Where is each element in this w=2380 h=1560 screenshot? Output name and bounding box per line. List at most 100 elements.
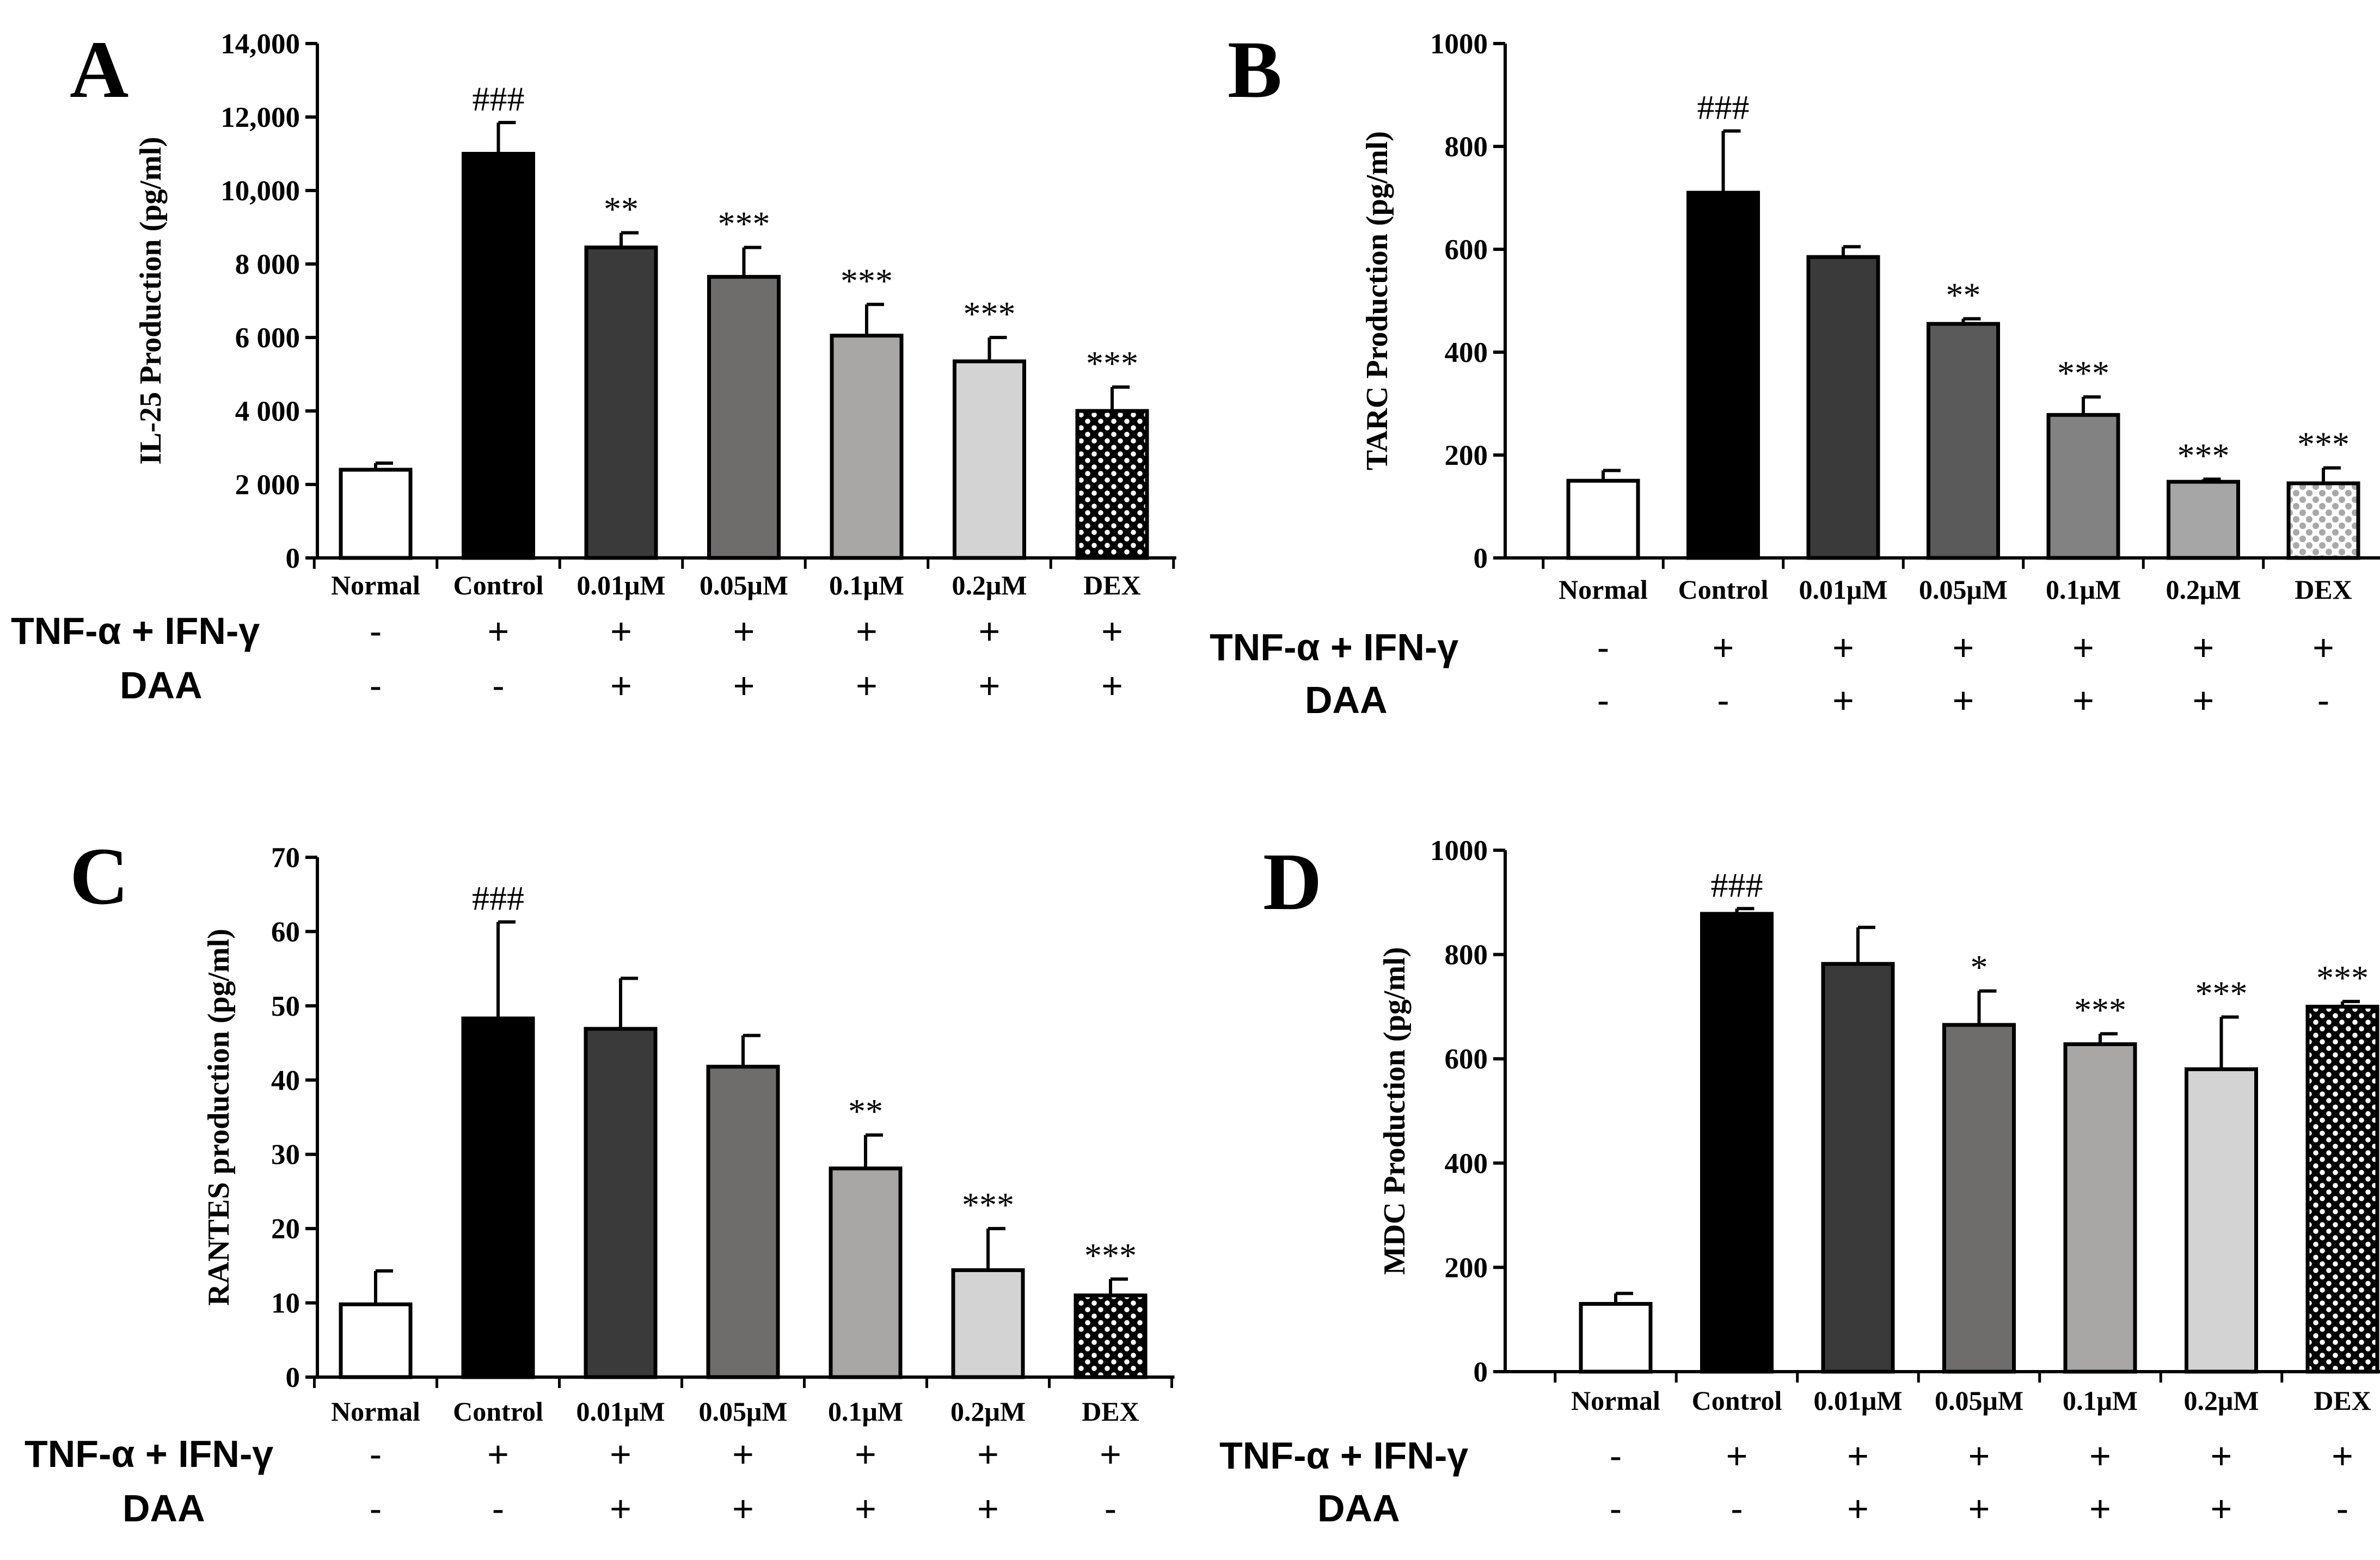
daa-sign: +	[1832, 680, 1854, 721]
category-label: 0.01μM	[576, 1396, 665, 1427]
y-tick-label: 8 000	[235, 249, 300, 280]
daa-sign: -	[492, 665, 505, 707]
category-label: Control	[453, 570, 544, 600]
daa-sign: -	[1717, 680, 1729, 721]
y-tick-label: 30	[271, 1139, 300, 1171]
tnf-ifn-sign: -	[1610, 1435, 1622, 1477]
bar-0-2-m	[2185, 1067, 2258, 1374]
treatment-label-tnf-ifn: TNF-α + IFN-γ	[24, 1433, 273, 1475]
bar-normal	[339, 468, 413, 560]
category-label: 0.1μM	[828, 1396, 903, 1427]
daa-sign: +	[610, 665, 632, 707]
tnf-ifn-sign: +	[855, 1434, 876, 1475]
significance-marker: ***	[1084, 1236, 1137, 1275]
daa-sign: -	[2336, 1488, 2349, 1530]
significance-marker: **	[1946, 276, 1981, 315]
chart-panel-c: C 0 10 20 30 40 50 60 70 RANTES production (pg/ml…	[24, 831, 1175, 1530]
bar-normal	[1566, 478, 1640, 560]
y-tick-label: 10,000	[220, 175, 300, 207]
daa-sign: +	[2211, 1488, 2232, 1530]
bar-0-1-m	[2046, 413, 2120, 560]
y-tick-label: 800	[1445, 939, 1488, 971]
daa-sign: +	[2089, 1488, 2111, 1530]
category-label: 0.2μM	[2166, 574, 2241, 605]
significance-marker: ***	[2195, 974, 2248, 1013]
significance-marker: **	[848, 1092, 883, 1131]
y-tick-label: 1000	[1430, 835, 1488, 867]
tnf-ifn-sign: +	[856, 611, 878, 652]
tnf-ifn-sign: -	[370, 611, 382, 652]
daa-sign: -	[1731, 1488, 1743, 1530]
significance-marker: **	[604, 190, 639, 229]
y-tick-label: 600	[1445, 234, 1488, 266]
treatment-label-daa: DAA	[120, 664, 203, 707]
bar-normal	[1579, 1301, 1653, 1374]
tnf-ifn-sign: +	[1100, 1434, 1121, 1475]
significance-marker: ***	[2297, 425, 2350, 464]
y-tick-label: 0	[286, 543, 300, 574]
category-label: 0.05μM	[1935, 1385, 2023, 1416]
daa-sign: -	[492, 1488, 505, 1530]
bar-control	[1700, 912, 1774, 1374]
daa-sign: +	[1968, 1488, 1990, 1530]
significance-marker: ###	[472, 879, 524, 918]
y-tick-label: 400	[1445, 1148, 1488, 1180]
y-tick-label: 70	[271, 842, 300, 874]
bar-0-05-m	[1927, 322, 2000, 560]
bar-0-2-m	[951, 1268, 1025, 1379]
significance-marker: ***	[2316, 959, 2369, 997]
category-label: 0.2μM	[2183, 1385, 2259, 1416]
significance-marker: ###	[1711, 865, 1763, 904]
bar-normal	[339, 1302, 413, 1379]
bar-0-01-m	[1821, 962, 1895, 1374]
category-label: 0.05μM	[698, 1396, 787, 1427]
daa-sign: +	[2193, 680, 2215, 721]
y-tick-label: 0	[1474, 543, 1488, 574]
bar-control	[461, 1016, 535, 1379]
significance-marker: ***	[2074, 991, 2126, 1029]
tnf-ifn-sign: -	[1597, 627, 1610, 668]
tnf-ifn-sign: +	[1713, 627, 1734, 668]
category-label: 0.2μM	[950, 1396, 1026, 1427]
daa-sign: +	[1847, 1488, 1869, 1530]
daa-sign: +	[1953, 680, 1974, 721]
category-label: 0.1μM	[2046, 574, 2121, 605]
tnf-ifn-sign: +	[1968, 1435, 1990, 1477]
daa-sign: +	[2072, 680, 2094, 721]
category-label: 0.01μM	[576, 570, 665, 600]
y-tick-label: 0	[1474, 1356, 1488, 1388]
significance-marker: ***	[718, 205, 770, 243]
category-label: Normal	[331, 570, 420, 600]
bar-dex	[1074, 1293, 1148, 1379]
tnf-ifn-sign: +	[2211, 1435, 2232, 1477]
daa-sign: -	[2317, 680, 2330, 721]
y-tick-label: 2 000	[235, 469, 300, 501]
treatment-label-daa: DAA	[1317, 1487, 1400, 1530]
y-tick-label: 1000	[1430, 28, 1488, 60]
daa-sign: +	[979, 665, 1001, 707]
bar-0-1-m	[830, 334, 904, 560]
y-tick-label: 50	[271, 991, 300, 1022]
y-axis-title: IL-25 Production (pg/ml)	[134, 137, 168, 465]
significance-marker: *	[1971, 948, 1988, 987]
panel-label: A	[70, 24, 128, 115]
chart-panel-a: A 0 2 000 4 000 6 000 8 000 10,000 12,000 14,000…	[11, 24, 1176, 707]
category-label: Normal	[1571, 1385, 1660, 1416]
significance-marker: ###	[1697, 88, 1750, 127]
category-label: Normal	[331, 1396, 420, 1427]
tnf-ifn-sign: +	[610, 1434, 631, 1475]
daa-sign: +	[610, 1488, 631, 1530]
tnf-ifn-sign: +	[2072, 627, 2094, 668]
y-axis-title: RANTES production (pg/ml)	[202, 929, 236, 1306]
y-tick-label: 200	[1445, 1252, 1488, 1283]
bar-dex	[2305, 1004, 2379, 1374]
y-tick-label: 6 000	[235, 322, 300, 354]
chart-panel-b: B 0 200 400 600 800 1000 TARC Production (pg/ml…	[1210, 24, 2380, 721]
category-label: Control	[1678, 574, 1769, 605]
daa-sign: +	[732, 1488, 754, 1530]
tnf-ifn-sign: +	[979, 611, 1001, 652]
panel-label: D	[1263, 837, 1322, 927]
chart-panel-d: D 0 200 400 600 800 1000 MDC Production (pg/ml)…	[1219, 835, 2380, 1530]
daa-sign: -	[1105, 1488, 1117, 1530]
